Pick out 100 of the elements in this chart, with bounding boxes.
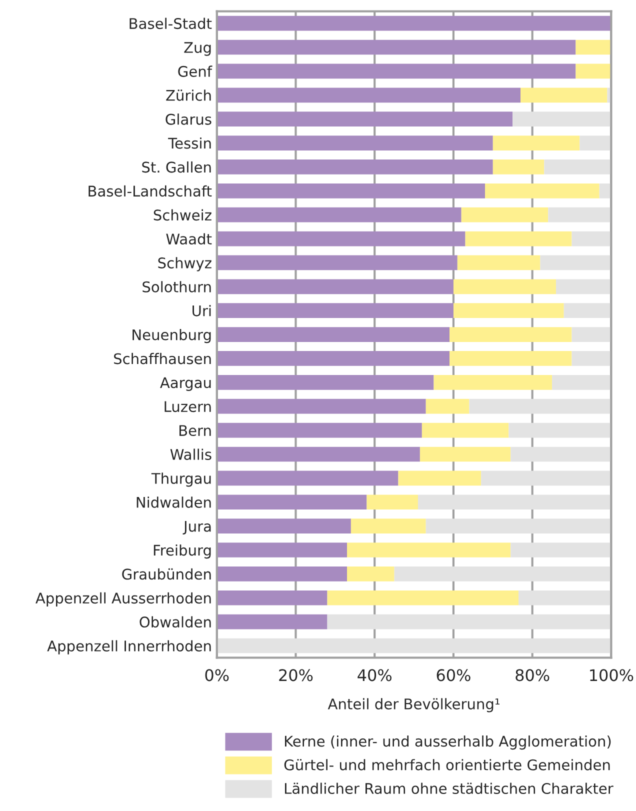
bar [327,590,519,606]
bar [420,446,511,462]
bar [216,542,347,558]
bar [216,374,434,390]
y-tick-label: Tessin [168,137,211,149]
y-tick-label: Waadt [166,233,212,245]
y-tick-label: Basel-Landschaft [88,185,212,197]
y-tick-label: Freiburg [154,544,211,559]
bar [347,542,511,558]
y-tick-label: Neuenburg [132,328,211,344]
y-tick-label: Luzern [164,401,211,412]
legend-label: Kerne (inner- und ausserhalb Agglomeration) [284,735,611,750]
y-tick-label: Bern [179,425,211,436]
bar [465,231,572,246]
y-tick-label: Nidwalden [136,496,211,508]
y-tick-label: Glarus [166,114,212,125]
bar [216,136,493,150]
bar [453,279,556,294]
bar [512,112,612,127]
bar [398,470,482,486]
y-tick-label: St. Gallen [142,161,211,173]
bar [216,112,513,127]
bar [216,638,612,654]
y-tick-label: Schaffhausen [114,352,211,364]
bar [450,327,572,342]
bar [216,160,493,174]
bar [576,64,612,79]
bar [469,398,612,414]
y-tick-label: Schwyz [158,257,212,272]
bar [216,183,486,198]
bar [461,207,548,222]
bar [426,398,470,414]
y-tick-label: Zürich [166,90,211,101]
y-tick-label: Obwalden [140,616,211,628]
bar [216,255,458,270]
bar [426,518,612,534]
bar [216,303,454,318]
x-tick-label: 60% [436,669,470,682]
y-tick-label: Solothurn [142,281,211,292]
y-tick-label: Zug [184,42,211,56]
bar [453,303,564,318]
y-tick-label: Wallis [170,448,212,460]
x-tick-label: 0% [205,669,229,682]
bar [572,231,612,246]
y-tick-label: Appenzell Innerrhoden [47,640,211,654]
bar [418,494,612,510]
bar [350,518,426,534]
bar [492,136,580,150]
x-tick-label: 80% [516,669,550,682]
bar [216,518,351,534]
x-tick-label: 100% [590,669,634,682]
bar [599,183,612,198]
legend-label: Ländlicher Raum ohne städtischen Charakter [284,782,614,794]
bar [366,494,418,510]
bar [327,614,612,630]
bar [216,351,450,366]
bar [216,398,426,414]
x-tick-label: 20% [279,669,313,682]
bar [572,327,612,342]
x-axis-title: Anteil der Bevölkerung¹ [328,698,500,712]
x-tick-label: 40% [358,669,392,682]
bar [216,88,520,103]
y-tick-label: Genf [178,66,212,77]
bar [572,351,612,366]
bar [216,64,576,79]
y-tick-label: Jura [182,520,211,535]
bar [216,470,398,486]
bar [481,470,612,486]
bar [520,88,608,103]
bar [548,207,612,222]
bar [450,351,572,366]
bar [508,422,612,438]
y-tick-label: Appenzell Ausserrhoden [36,592,211,606]
bar [457,255,540,270]
bar [216,566,347,582]
bar [422,422,509,438]
bar [216,207,462,222]
legend-label: Gürtel- und mehrfach orientierte Gemeinden [284,759,610,770]
bar [580,136,612,150]
bar [216,16,612,31]
bar [564,303,612,318]
bar [510,446,612,462]
bar [216,40,576,55]
bar [492,160,544,174]
bar [540,255,612,270]
y-tick-label: Basel-Stadt [130,18,212,30]
bar [434,374,552,390]
y-tick-label: Schweiz [154,209,212,221]
y-tick-label: Thurgau [151,472,211,487]
bar [552,374,612,390]
bar [216,494,367,510]
bar [518,590,612,606]
bar [556,279,612,294]
bar [394,566,612,582]
bar [216,446,420,462]
bar [485,183,600,198]
bar [544,160,612,174]
y-tick-label: Graubünden [122,568,211,580]
bar [216,327,450,342]
bar [216,614,328,630]
